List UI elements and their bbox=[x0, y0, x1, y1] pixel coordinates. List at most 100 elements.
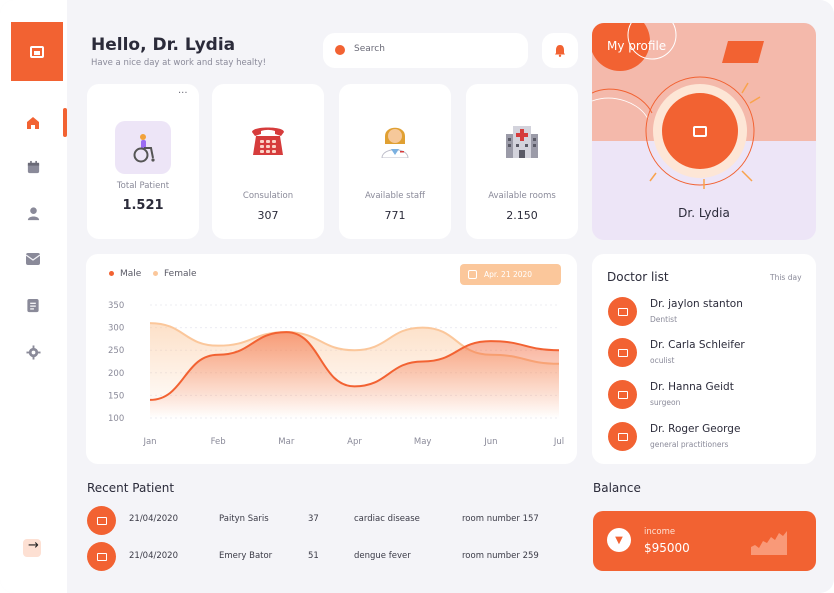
x-tick-label: Jan bbox=[142, 437, 156, 447]
logout-icon: → bbox=[28, 538, 39, 553]
calendar-icon bbox=[27, 160, 39, 173]
sidebar-item-documents[interactable] bbox=[22, 294, 44, 316]
x-tick-label: Feb bbox=[211, 437, 226, 447]
image-icon bbox=[617, 348, 628, 357]
y-tick-label: 200 bbox=[108, 369, 124, 379]
search-input[interactable]: Search bbox=[354, 44, 385, 54]
mini-chart-icon bbox=[751, 531, 787, 555]
x-tick-label: Mar bbox=[278, 437, 295, 447]
avatar[interactable] bbox=[608, 422, 637, 451]
mail-icon bbox=[25, 253, 41, 265]
notification-button[interactable] bbox=[542, 33, 578, 68]
image-icon bbox=[96, 516, 107, 525]
legend-dot bbox=[109, 271, 114, 276]
legend-item-female[interactable]: Female bbox=[153, 269, 197, 279]
hospital-icon bbox=[504, 124, 540, 162]
calendar-icon bbox=[468, 270, 477, 279]
bell-icon bbox=[555, 45, 565, 57]
x-tick-label: Apr bbox=[347, 437, 362, 447]
stat-label: Available rooms bbox=[488, 191, 556, 201]
more-icon[interactable]: ··· bbox=[178, 88, 188, 99]
profile-card[interactable]: My profile Dr. Lydia bbox=[592, 23, 816, 240]
profile-name: Dr. Lydia bbox=[678, 206, 730, 220]
sidebar-item-mail[interactable] bbox=[22, 248, 44, 270]
x-tick-label: Jun bbox=[483, 437, 497, 447]
y-tick-label: 250 bbox=[108, 346, 124, 356]
stat-card-total-patient[interactable]: ··· Total Patient 1.521 bbox=[87, 84, 199, 239]
avatar[interactable] bbox=[87, 542, 116, 571]
patient-date: 21/04/2020 bbox=[129, 551, 178, 561]
y-tick-label: 150 bbox=[108, 391, 124, 401]
document-icon bbox=[27, 298, 39, 312]
doctor-role: surgeon bbox=[650, 398, 681, 407]
avatar[interactable] bbox=[87, 506, 116, 535]
doctor-role: Dentist bbox=[650, 315, 678, 324]
patient-age: 37 bbox=[308, 514, 319, 524]
stat-card-available-rooms[interactable]: Available rooms 2.150 bbox=[466, 84, 578, 239]
gear-icon bbox=[25, 344, 41, 360]
image-icon bbox=[617, 432, 628, 441]
legend-item-male[interactable]: Male bbox=[109, 269, 141, 279]
telephone-icon bbox=[248, 122, 288, 162]
stat-value: 771 bbox=[384, 209, 406, 222]
stat-value: 307 bbox=[257, 209, 279, 222]
doctor-role: general practitioners bbox=[650, 440, 729, 449]
avatar[interactable] bbox=[608, 338, 637, 367]
logout-button[interactable] bbox=[23, 539, 41, 557]
series-area-male bbox=[150, 332, 559, 418]
x-tick-label: Jul bbox=[553, 437, 564, 447]
patients-chart-card: Male Female Apr. 21 2020 100 150 200 250 300… bbox=[86, 254, 577, 464]
balance-label: income bbox=[644, 527, 676, 537]
page-title: Hello, Dr. Lydia bbox=[91, 35, 236, 55]
balance-card[interactable]: ▼ income $95000 bbox=[593, 511, 816, 571]
doctor-name[interactable]: Dr. jaylon stanton bbox=[650, 298, 743, 310]
stat-label: Available staff bbox=[364, 191, 425, 201]
sidebar-item-users[interactable] bbox=[22, 202, 44, 224]
sidebar-item-home[interactable] bbox=[22, 112, 44, 134]
x-tick-label: May bbox=[414, 437, 432, 447]
doctor-name[interactable]: Dr. Roger George bbox=[650, 423, 741, 435]
date-picker[interactable]: Apr. 21 2020 bbox=[460, 264, 561, 285]
doctor-list-card: Doctor list This day Dr. jaylon stanton … bbox=[592, 254, 816, 464]
series-line-male[interactable] bbox=[149, 331, 560, 401]
doctor-name[interactable]: Dr. Hanna Geidt bbox=[650, 381, 734, 393]
page-subtitle: Have a nice day at work and stay healty! bbox=[91, 58, 267, 68]
profile-title: My profile bbox=[607, 39, 667, 53]
doctor-list-filter[interactable]: This day bbox=[770, 273, 802, 282]
image-icon bbox=[30, 45, 44, 58]
patient-room: room number 259 bbox=[462, 551, 539, 561]
doctor-list-title: Doctor list bbox=[607, 270, 669, 284]
stat-card-available-staff[interactable]: Available staff 771 bbox=[339, 84, 451, 239]
avatar[interactable] bbox=[608, 380, 637, 409]
area-chart: 100 150 200 250 300 350 Jan Feb Mar Apr May Jun Jul bbox=[108, 301, 564, 447]
patient-room: room number 157 bbox=[462, 514, 539, 524]
patient-disease: cardiac disease bbox=[354, 514, 420, 524]
stat-label: Total Patient bbox=[116, 181, 170, 191]
image-icon bbox=[96, 552, 107, 561]
home-icon bbox=[27, 117, 39, 129]
search-icon bbox=[335, 45, 345, 55]
patient-disease: dengue fever bbox=[354, 551, 411, 561]
legend-label: Male bbox=[120, 269, 142, 279]
avatar[interactable] bbox=[608, 297, 637, 326]
balance-value: $95000 bbox=[644, 541, 690, 555]
wheelchair-icon bbox=[115, 121, 171, 174]
doctor-name[interactable]: Dr. Carla Schleifer bbox=[650, 339, 745, 351]
stat-card-consulation[interactable]: Consulation 307 bbox=[212, 84, 324, 239]
recent-patient-title: Recent Patient bbox=[87, 481, 175, 495]
legend-label: Female bbox=[164, 269, 197, 279]
sidebar: → bbox=[0, 0, 67, 593]
logo[interactable] bbox=[11, 22, 63, 81]
dollar-icon: ▼ bbox=[607, 528, 631, 552]
sidebar-item-calendar[interactable] bbox=[22, 156, 44, 178]
patient-date: 21/04/2020 bbox=[129, 514, 178, 524]
y-tick-label: 300 bbox=[108, 324, 124, 334]
user-icon bbox=[27, 206, 39, 220]
date-picker-value: Apr. 21 2020 bbox=[484, 270, 533, 279]
legend-dot bbox=[153, 271, 158, 276]
sidebar-item-settings[interactable] bbox=[22, 341, 44, 363]
active-indicator bbox=[63, 108, 67, 137]
search-box[interactable]: Search bbox=[323, 33, 528, 68]
patient-age: 51 bbox=[308, 551, 319, 561]
